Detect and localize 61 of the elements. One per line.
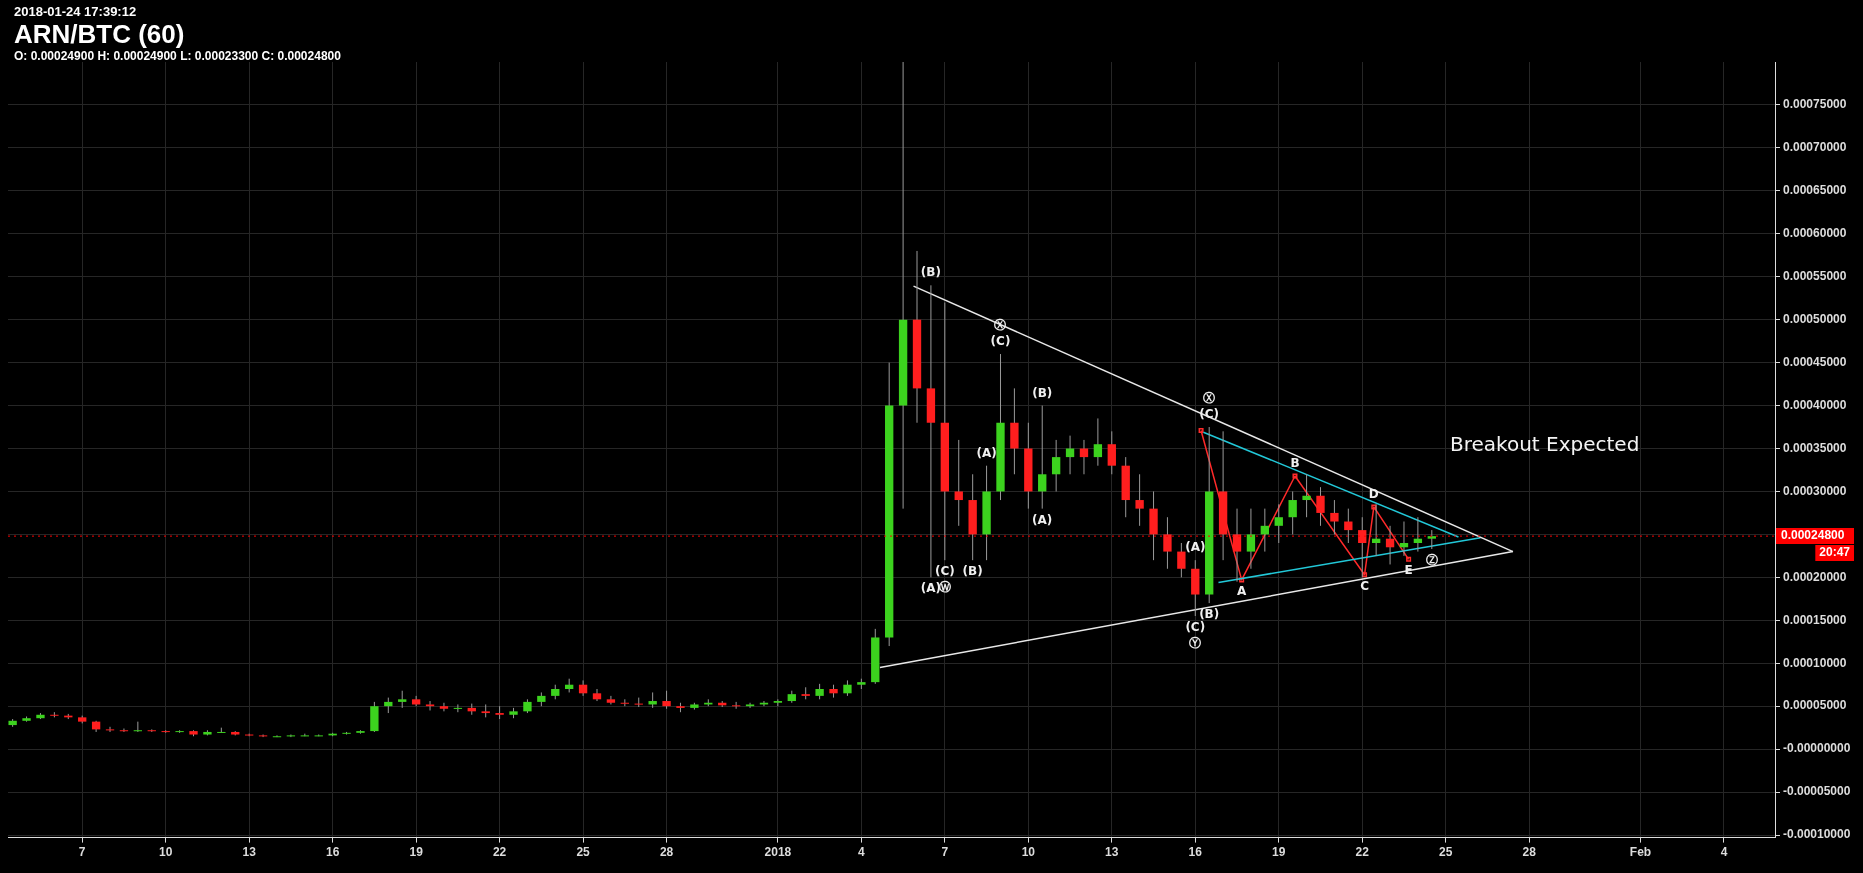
y-tick-label: -0.00010000 <box>1783 827 1851 842</box>
annotation: (B) <box>962 564 983 579</box>
y-tick-label: 0.00065000 <box>1783 183 1847 198</box>
x-tick-label: 28 <box>1522 845 1537 860</box>
annotation: A <box>1237 584 1248 599</box>
x-tick-label: 7 <box>941 845 949 860</box>
annotation: Ⓨ <box>1189 636 1202 651</box>
annotation: O: 0.00024900 H: 0.00024900 L: 0.00023300 C: 0.00024800 <box>14 49 341 63</box>
x-tick-label: 19 <box>409 845 424 860</box>
y-tick-label: 0.00015000 <box>1783 612 1847 627</box>
y-tick-label: 0.00050000 <box>1783 311 1847 326</box>
annotation: (C) <box>1185 620 1206 635</box>
y-tick-label: 0.00075000 <box>1783 97 1847 112</box>
y-tick-label: 0.00070000 <box>1783 140 1847 155</box>
x-tick-label: 22 <box>1355 845 1370 860</box>
y-tick-label: 0.00035000 <box>1783 440 1847 455</box>
x-tick-label: 10 <box>1021 845 1036 860</box>
y-tick-label: 0.00005000 <box>1783 698 1847 713</box>
x-tick-label: 4 <box>1720 845 1728 860</box>
y-tick-label: -0.00005000 <box>1783 784 1851 799</box>
annotation: (B) <box>1199 607 1220 622</box>
y-tick-label: 0.00045000 <box>1783 354 1847 369</box>
annotation: B <box>1290 456 1300 471</box>
annotation: C <box>1360 578 1370 593</box>
annotation: Ⓧ <box>1203 391 1216 406</box>
annotation: (A) <box>1032 512 1053 527</box>
y-tick-label: -0.00000000 <box>1783 741 1851 756</box>
x-tick-label: 10 <box>159 845 173 860</box>
annotation: Breakout Expected <box>1450 432 1640 456</box>
chart-title: ARN/BTC (60) <box>14 19 186 49</box>
x-tick-label: 13 <box>1105 845 1119 860</box>
chart-subtitle: 2018-01-24 17:39:12 <box>14 4 138 19</box>
y-tick-label: 0.00010000 <box>1783 655 1847 670</box>
annotation: Ⓦ <box>938 580 951 595</box>
x-tick-label: 4 <box>858 845 866 860</box>
annotation: (C) <box>990 334 1011 349</box>
x-tick-label: 28 <box>659 845 674 860</box>
text: 20:47 <box>1819 545 1851 560</box>
annotation: (B) <box>1032 385 1053 400</box>
annotation: Ⓩ <box>1425 553 1438 568</box>
y-tick-label: 0.00055000 <box>1783 269 1847 284</box>
annotation: (C) <box>934 564 955 579</box>
x-tick-label: 19 <box>1272 845 1286 860</box>
y-tick-label: 0.00060000 <box>1783 226 1847 241</box>
y-tick-label: 0.00040000 <box>1783 397 1847 412</box>
annotation: (B) <box>920 265 941 280</box>
y-tick-label: 0.00020000 <box>1783 569 1847 584</box>
annotation: (A) <box>976 445 997 460</box>
x-tick-label: Feb <box>1629 845 1652 860</box>
x-tick-label: 2018 <box>764 845 792 860</box>
x-tick-label: 16 <box>325 845 340 860</box>
x-tick-label: 16 <box>1188 845 1203 860</box>
x-tick-label: 25 <box>1439 845 1453 860</box>
y-tick-label: 0.00030000 <box>1783 483 1847 498</box>
ref-line-label: 0.00024800 <box>1781 528 1845 543</box>
annotation: (A) <box>1185 540 1206 555</box>
x-tick-label: 25 <box>576 845 591 860</box>
x-tick-label: 7 <box>78 845 86 860</box>
annotation: D <box>1368 487 1379 502</box>
x-tick-label: 13 <box>242 845 257 860</box>
x-tick-label: 22 <box>492 845 507 860</box>
